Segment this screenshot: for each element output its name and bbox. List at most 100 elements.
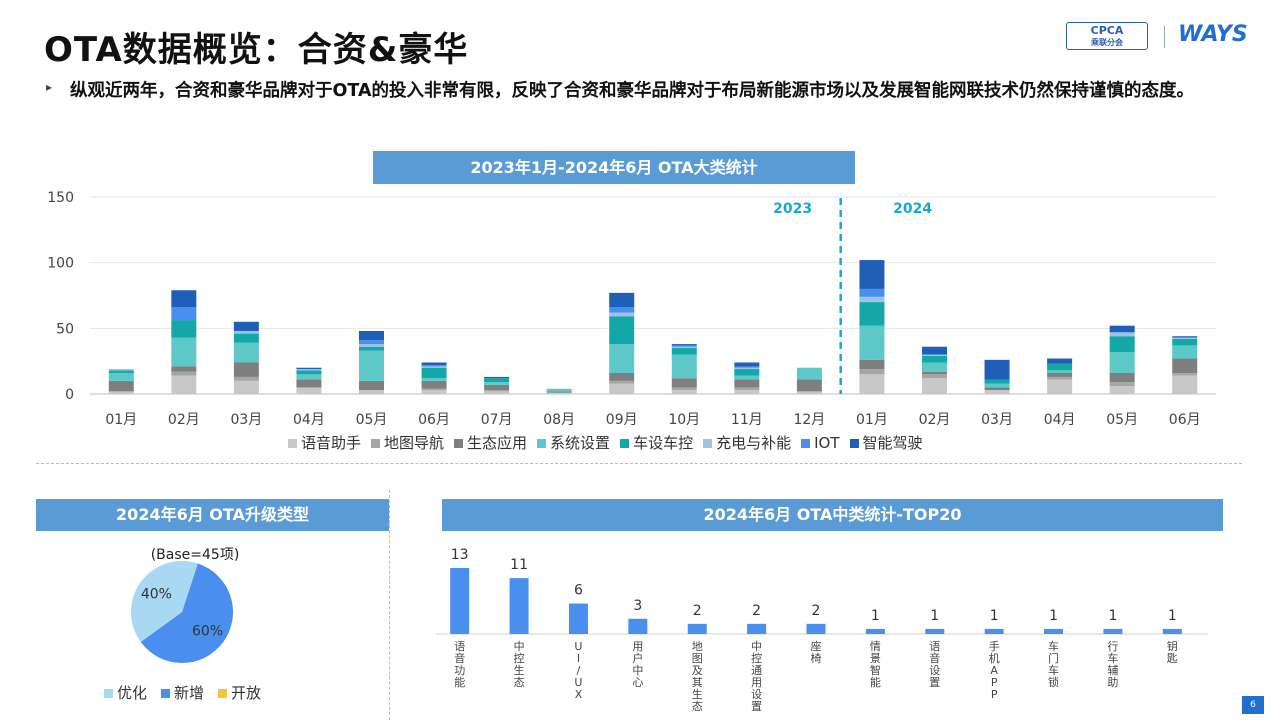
bar-segment xyxy=(233,376,259,381)
bar-segment xyxy=(609,312,635,317)
page-number: 6 xyxy=(1242,696,1264,714)
legend-item: 生态应用 xyxy=(454,432,527,453)
pie-slice-label: 60% xyxy=(192,624,223,640)
stacked-bar-chart: 0 50 100 150 01月 02月 03月 04月 05月 06月 07月 08月 09月 10月 1… xyxy=(47,190,1216,428)
ways-logo-text: WAYS xyxy=(1178,22,1248,47)
bar-segment xyxy=(734,366,760,368)
bar-segment xyxy=(108,372,134,381)
bar-segment xyxy=(108,391,134,394)
bar xyxy=(925,628,945,634)
category-label: 地图及其生态 xyxy=(692,640,703,713)
x-tick-label: 07月 xyxy=(481,412,513,428)
bar-segment xyxy=(859,359,885,370)
bar xyxy=(1162,628,1182,634)
pie-slice xyxy=(130,561,198,642)
x-tick-label: 10月 xyxy=(668,412,700,428)
bar-segment xyxy=(421,388,447,391)
cpca-logo-subtext: 乘联分会 xyxy=(1091,38,1123,47)
bar-segment xyxy=(922,355,947,363)
legend-swatch xyxy=(703,439,713,448)
section-divider xyxy=(36,463,1242,464)
bar-segment xyxy=(1047,379,1073,394)
bar-segment xyxy=(1109,332,1135,337)
y-tick-label: 150 xyxy=(47,190,74,206)
legend-item: 充电与补能 xyxy=(703,432,791,453)
bar-segment xyxy=(108,370,134,373)
legend-label: 开放 xyxy=(231,684,262,702)
page-title: OTA数据概览：合资&豪华 xyxy=(44,30,469,70)
bar-segment xyxy=(421,367,447,379)
legend-label: 语音助手 xyxy=(301,434,362,452)
bar-segment xyxy=(1047,376,1073,380)
bar-segment xyxy=(1109,351,1135,373)
bar-segment xyxy=(609,292,635,308)
legend-label: 车设车控 xyxy=(633,434,694,452)
bar xyxy=(450,568,470,634)
bar-segment xyxy=(421,378,447,381)
bar xyxy=(1103,628,1123,634)
pie-slice xyxy=(140,563,233,663)
legend-item: 优化 xyxy=(104,682,147,703)
legend-label: 智能驾驶 xyxy=(862,434,923,452)
bar-segment xyxy=(484,384,510,391)
bar-segment xyxy=(609,307,635,313)
y-tick-label: 0 xyxy=(65,387,74,403)
bar xyxy=(1044,628,1064,634)
logo-divider xyxy=(1164,26,1165,48)
bar-segment xyxy=(484,378,510,383)
bar-segment xyxy=(922,362,947,372)
bar-segment xyxy=(1172,337,1198,339)
bar-segment xyxy=(296,369,322,371)
bar-segment xyxy=(734,362,760,367)
category-label: 行车辅助 xyxy=(1107,640,1118,689)
bar xyxy=(568,603,588,634)
bar-segment xyxy=(233,321,259,331)
bar xyxy=(865,628,885,634)
bar-segment xyxy=(609,316,635,345)
pie-chart-title: 2024年6月 OTA升级类型 xyxy=(36,499,389,531)
legend-swatch xyxy=(371,439,381,448)
bar-segment xyxy=(734,387,760,391)
bar-segment xyxy=(1047,358,1073,364)
bar-segment xyxy=(296,370,322,375)
x-tick-label: 05月 xyxy=(356,412,388,428)
bar-segment xyxy=(922,346,947,355)
bar-segment xyxy=(1109,382,1135,387)
bar-value-label: 13 xyxy=(451,547,469,563)
bar-segment xyxy=(671,345,697,347)
legend-item: 系统设置 xyxy=(537,432,610,453)
bar-segment xyxy=(1172,345,1198,359)
bar-segment xyxy=(859,288,885,297)
bar-segment xyxy=(108,380,134,392)
bar xyxy=(687,623,707,634)
x-tick-label: 03月 xyxy=(230,412,262,428)
bar-segment xyxy=(671,378,697,388)
legend-swatch xyxy=(218,689,228,698)
bar-segment xyxy=(296,367,322,370)
x-tick-label: 08月 xyxy=(543,412,575,428)
bar-segment xyxy=(359,380,384,391)
bar xyxy=(509,578,529,634)
bar-segment xyxy=(233,330,259,334)
bar-value-label: 1 xyxy=(1049,608,1058,624)
category-label: 用户中心 xyxy=(632,640,643,689)
bar-segment xyxy=(859,302,885,326)
x-tick-label: 04月 xyxy=(293,412,325,428)
legend-swatch xyxy=(537,439,547,448)
stacked-chart-legend: 语音助手 地图导航 生态应用 系统设置 车设车控 充电与补能 IOT 智能驾驶 xyxy=(288,432,933,453)
bar-segment xyxy=(1172,372,1198,376)
category-label: 中控通用设置 xyxy=(751,640,762,713)
year-label-2023: 2023 xyxy=(773,201,812,217)
bar-segment xyxy=(484,376,510,379)
legend-swatch xyxy=(454,439,464,448)
bar-segment xyxy=(421,365,447,367)
bar-segment xyxy=(609,383,635,394)
bar-segment xyxy=(671,344,697,346)
bar-segment xyxy=(233,380,259,394)
x-tick-label: 02月 xyxy=(919,412,951,428)
legend-item: 新增 xyxy=(161,682,204,703)
legend-item: 地图导航 xyxy=(371,432,444,453)
legend-item: 智能驾驶 xyxy=(849,432,923,453)
bar-segment xyxy=(421,390,447,394)
stacked-chart-title: 2023年1月-2024年6月 OTA大类统计 xyxy=(373,151,855,184)
